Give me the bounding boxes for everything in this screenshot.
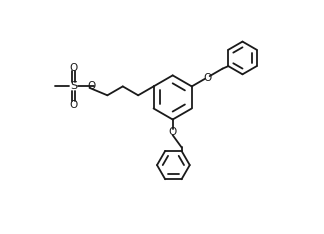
Text: O: O	[69, 99, 77, 110]
Text: O: O	[168, 127, 177, 137]
Text: S: S	[70, 81, 77, 91]
Text: O: O	[69, 63, 77, 73]
Text: O: O	[203, 73, 211, 83]
Text: O: O	[88, 81, 96, 91]
